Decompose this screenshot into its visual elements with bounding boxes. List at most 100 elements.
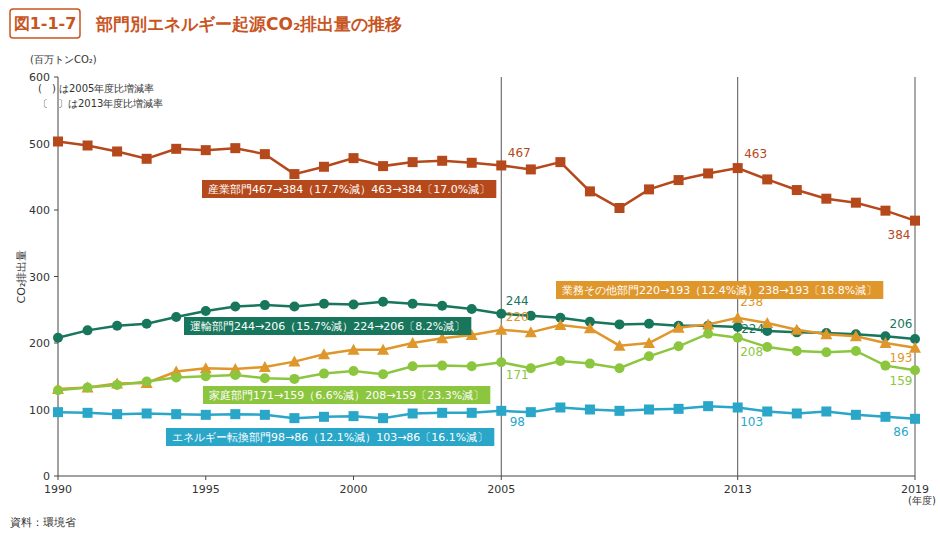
marker [792, 346, 802, 356]
x-tick-label: 1995 [192, 483, 220, 496]
data-label: 98 [510, 415, 525, 429]
data-label: 159 [890, 374, 913, 388]
marker [83, 140, 93, 150]
data-label: 467 [508, 146, 531, 160]
marker [762, 174, 772, 184]
marker [880, 412, 890, 422]
marker [378, 369, 388, 379]
marker [142, 377, 152, 387]
marker [644, 319, 654, 329]
x-tick [915, 476, 916, 480]
marker [83, 383, 93, 393]
legend-label: 家庭部門171→159（6.6%減）208→159〔23.3%減〕 [209, 389, 484, 402]
plot-area [52, 137, 921, 424]
marker [230, 301, 240, 311]
legend-box [166, 428, 494, 446]
marker [910, 216, 920, 226]
marker [673, 322, 685, 333]
data-label: 206 [890, 317, 913, 331]
marker [112, 321, 122, 331]
data-label: 220 [506, 310, 529, 324]
marker [260, 300, 270, 310]
legend-item: 家庭部門171→159（6.6%減）208→159〔23.3%減〕 [203, 386, 490, 404]
marker [437, 408, 447, 418]
marker [467, 304, 477, 314]
marker [201, 371, 211, 381]
marker [613, 340, 625, 351]
marker [879, 337, 891, 348]
marker [496, 406, 506, 416]
marker [555, 157, 565, 167]
marker [408, 361, 418, 371]
y-tick-label: 100 [29, 404, 50, 417]
marker [112, 380, 122, 390]
marker [703, 401, 713, 411]
marker [496, 357, 506, 367]
marker [349, 153, 359, 163]
marker [584, 322, 596, 333]
marker [112, 146, 122, 156]
x-tick [205, 476, 206, 480]
series [52, 312, 921, 394]
unit-label: (百万トンCO₂) [30, 54, 97, 65]
legend-label: 運輸部門244→206（15.7%減）224→206〔8.2%減〕 [190, 320, 465, 333]
marker [171, 409, 181, 419]
y-tick [54, 210, 58, 211]
marker [319, 412, 329, 422]
marker [495, 324, 507, 335]
marker [142, 154, 152, 164]
marker [614, 203, 624, 213]
marker [437, 361, 447, 371]
marker [614, 319, 624, 329]
marker [821, 347, 831, 357]
legend-label: 業務その他部門220→193（12.4%減）238→193〔18.8%減〕 [562, 284, 877, 297]
marker [348, 344, 360, 355]
marker [201, 410, 211, 420]
marker [554, 319, 566, 330]
legend-box [203, 386, 490, 404]
marker [703, 329, 713, 339]
data-label: 103 [740, 415, 763, 429]
marker [83, 325, 93, 335]
marker [349, 411, 359, 421]
marker [318, 348, 330, 359]
marker [378, 413, 388, 423]
data-label: 86 [893, 425, 908, 439]
data-labels: 4674633842442242062202381931712081599810… [506, 146, 913, 438]
marker [142, 408, 152, 418]
marker [674, 175, 684, 185]
x-tick [737, 476, 738, 480]
legend-box [202, 180, 496, 198]
marker [83, 408, 93, 418]
marker [378, 161, 388, 171]
x-tick-label: 2000 [340, 483, 368, 496]
marker [525, 326, 537, 337]
x-axis-line [58, 476, 915, 477]
legend-label: 産業部門467→384（17.7%減）463→384〔17.0%減〕 [208, 183, 490, 196]
marker [319, 369, 329, 379]
marker [614, 363, 624, 373]
y-axis-label: CO₂排出量 [15, 250, 28, 304]
marker [555, 356, 565, 366]
marker [792, 408, 802, 418]
marker [851, 346, 861, 356]
marker [260, 410, 270, 420]
data-label: 171 [506, 368, 529, 382]
y-tick-label: 300 [29, 271, 50, 284]
series-line [58, 406, 915, 419]
marker [201, 306, 211, 316]
marker [437, 156, 447, 166]
marker [289, 374, 299, 384]
marker [674, 341, 684, 351]
marker [201, 145, 211, 155]
marker [880, 206, 890, 216]
note: 〔 〕は2013年度比増減率 [38, 98, 163, 109]
marker [792, 185, 802, 195]
reference-line [737, 77, 738, 476]
marker [288, 356, 300, 367]
marker [289, 301, 299, 311]
marker [171, 312, 181, 322]
marker [526, 407, 536, 417]
data-label: 224 [741, 322, 764, 336]
marker [378, 297, 388, 307]
